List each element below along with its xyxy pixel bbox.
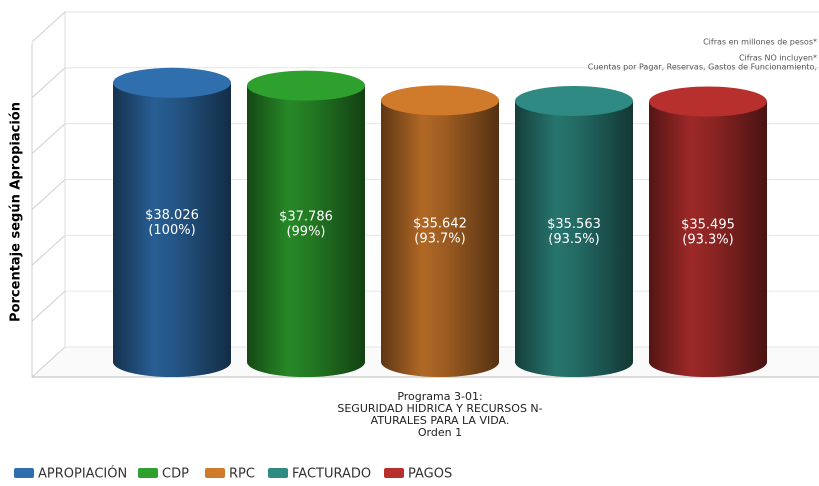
cylinder-top	[649, 86, 767, 117]
amount-label: $38.026	[145, 208, 199, 223]
x-tick-label: Programa 3-01:	[397, 390, 482, 403]
cylinder	[649, 86, 767, 377]
legend-label: FACTURADO	[292, 467, 371, 482]
cylinder-top	[381, 85, 499, 116]
x-tick-label: SEGURIDAD HIDRICA Y RECURSOS N-	[337, 402, 542, 415]
legend-label: APROPIACIÓN	[38, 466, 127, 482]
cylinder-shade	[247, 85, 365, 377]
cylinder	[381, 85, 499, 378]
cylinder-top	[247, 70, 365, 101]
cylinder	[113, 67, 231, 378]
grid-line	[31, 67, 66, 99]
x-tick-label: Orden 1	[418, 426, 462, 439]
cylinder-top	[113, 67, 231, 98]
note: Cifras en millones de pesos*	[703, 38, 817, 47]
value-label: (93.7%)	[414, 232, 465, 247]
grid-line	[31, 123, 66, 155]
amount-label: $37.786	[279, 209, 333, 224]
cylinder-top	[515, 85, 633, 116]
value-label: (99%)	[286, 224, 325, 239]
legend-label: CDP	[162, 467, 189, 482]
value-label: (100%)	[148, 223, 195, 238]
legend-swatch	[384, 468, 404, 478]
y-axis-label: Porcentaje según Apropiación	[9, 102, 24, 322]
cylinder-shade	[381, 100, 499, 378]
cylinder	[515, 85, 633, 377]
legend-label: PAGOS	[408, 467, 452, 482]
legend-swatch	[205, 468, 225, 478]
amount-label: $35.563	[547, 217, 601, 232]
amount-label: $35.495	[681, 217, 735, 232]
legend-swatch	[138, 468, 158, 478]
x-tick-label: ATURALES PARA LA VIDA.	[371, 414, 510, 427]
legend-swatch	[14, 468, 34, 478]
value-label: (93.3%)	[682, 232, 733, 247]
grid-line	[31, 179, 66, 210]
cylinder-shade	[515, 100, 633, 377]
note: Cuentas por Pagar, Reservas, Gastos de F…	[588, 63, 817, 72]
grid-line	[31, 346, 66, 378]
cylinder-shade	[649, 101, 767, 377]
legend-label: RPC	[229, 467, 255, 482]
grid-line	[31, 290, 66, 322]
grid-line	[31, 234, 66, 266]
legend-swatch	[268, 468, 288, 478]
cylinder-shade	[113, 82, 231, 378]
value-label: (93.5%)	[548, 232, 599, 247]
amount-label: $35.642	[413, 217, 467, 232]
cylinder	[247, 70, 365, 377]
note: Cifras NO incluyen*	[739, 54, 817, 63]
grid-line	[31, 11, 66, 43]
